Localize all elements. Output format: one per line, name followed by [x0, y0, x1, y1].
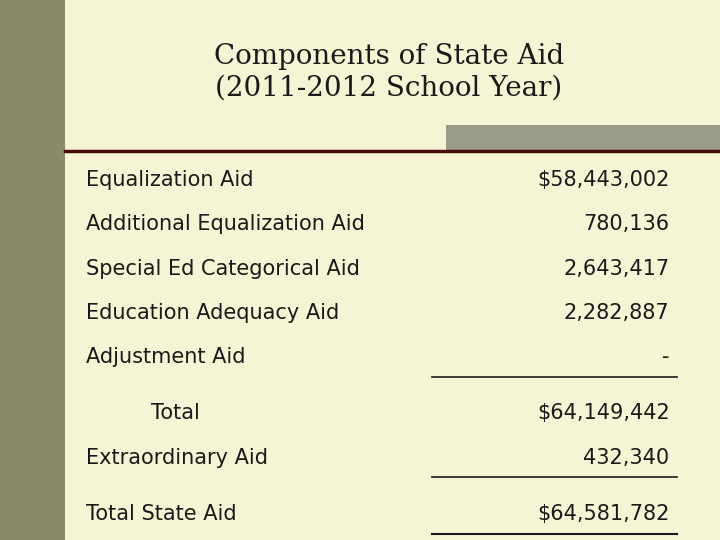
Text: Extraordinary Aid: Extraordinary Aid [86, 448, 269, 468]
Text: -: - [662, 347, 670, 367]
Text: Total: Total [151, 403, 200, 423]
Text: 2,643,417: 2,643,417 [564, 259, 670, 279]
Text: Components of State Aid
(2011-2012 School Year): Components of State Aid (2011-2012 Schoo… [214, 43, 564, 102]
Text: Education Adequacy Aid: Education Adequacy Aid [86, 303, 340, 323]
Text: Special Ed Categorical Aid: Special Ed Categorical Aid [86, 259, 360, 279]
Text: $64,149,442: $64,149,442 [537, 403, 670, 423]
Text: Total State Aid: Total State Aid [86, 504, 237, 524]
FancyBboxPatch shape [446, 125, 720, 151]
Text: $64,581,782: $64,581,782 [537, 504, 670, 524]
Text: Additional Equalization Aid: Additional Equalization Aid [86, 214, 365, 234]
Text: Adjustment Aid: Adjustment Aid [86, 347, 246, 367]
Text: Equalization Aid: Equalization Aid [86, 170, 254, 190]
FancyBboxPatch shape [0, 0, 65, 540]
Text: 780,136: 780,136 [583, 214, 670, 234]
Text: 432,340: 432,340 [583, 448, 670, 468]
Text: $58,443,002: $58,443,002 [537, 170, 670, 190]
Text: 2,282,887: 2,282,887 [564, 303, 670, 323]
